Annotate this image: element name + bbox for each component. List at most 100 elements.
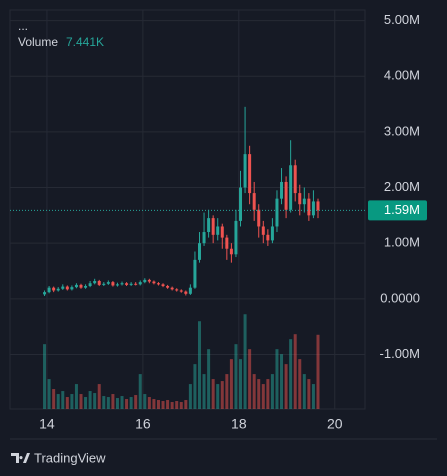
volume-bar: [284, 364, 288, 409]
volume-bar: [179, 402, 183, 409]
candle-body: [275, 198, 279, 227]
candle-body: [307, 198, 311, 216]
volume-bar: [161, 401, 165, 409]
brand-name: TradingView: [34, 450, 106, 465]
candle-body: [115, 284, 119, 286]
volume-bar: [134, 395, 138, 409]
candle-body: [243, 154, 247, 188]
candle-body: [311, 201, 315, 216]
volume-bar: [234, 344, 238, 409]
volume-bar: [129, 397, 133, 409]
volume-bar: [120, 396, 124, 409]
candle-body: [143, 279, 147, 283]
candle-body: [216, 226, 220, 235]
legend-menu[interactable]: ...: [18, 19, 28, 33]
volume-legend-name: Volume: [18, 35, 58, 49]
volume-legend-value: 7.441K: [66, 35, 104, 49]
y-tick-label: -1.00M: [380, 346, 420, 361]
volume-bar: [156, 400, 160, 409]
candle-body: [284, 181, 288, 210]
candle-body: [316, 201, 320, 211]
volume-bar: [93, 393, 97, 409]
candle-body: [88, 283, 92, 287]
candle-body: [147, 279, 151, 282]
candle-body: [134, 283, 138, 285]
x-tick-label: 14: [39, 416, 55, 432]
candle-body: [280, 181, 284, 199]
volume-bar: [97, 384, 101, 409]
y-tick-label: 0.0000: [380, 290, 420, 305]
candle-body: [261, 226, 265, 235]
candle-body: [197, 243, 201, 260]
last-price-box: [368, 200, 427, 221]
volume-bar: [220, 381, 224, 409]
volume-bar: [79, 394, 83, 409]
volume-bar: [275, 349, 279, 409]
volume-bar: [302, 374, 306, 409]
volume-bar: [184, 400, 188, 409]
volume-bar: [74, 384, 78, 409]
volume-bar: [125, 399, 129, 409]
volume-bar: [88, 391, 92, 409]
volume-bar: [248, 349, 252, 409]
candle-body: [179, 290, 183, 292]
volume-bar: [84, 397, 88, 409]
candle-body: [175, 289, 179, 291]
volume-bar: [202, 374, 206, 409]
volume-bar: [289, 339, 293, 409]
x-tick-label: 20: [327, 416, 343, 432]
volume-bar: [311, 384, 315, 409]
volume-bar: [307, 379, 311, 409]
candle-body: [79, 284, 83, 288]
candle-body: [152, 281, 156, 284]
volume-bar: [115, 398, 119, 409]
x-tick-label: 18: [231, 416, 247, 432]
candle-body: [225, 237, 229, 249]
candle-body: [293, 165, 297, 194]
y-tick-label: 4.00M: [384, 68, 420, 83]
volume-bar: [211, 379, 215, 409]
candle-body: [84, 286, 88, 288]
volume-bar: [197, 321, 201, 409]
candle-body: [270, 226, 274, 241]
volume-bar: [298, 359, 302, 409]
volume-bar: [43, 344, 47, 409]
volume-bar: [143, 394, 147, 409]
candle-body: [111, 282, 115, 286]
x-tick-label: 16: [135, 416, 151, 432]
volume-layer: [43, 314, 320, 409]
brand-logo[interactable]: TradingView: [11, 450, 106, 465]
volume-bar: [52, 389, 56, 409]
volume-bar: [61, 391, 65, 409]
volume-bar: [280, 354, 284, 409]
volume-bar: [207, 349, 211, 409]
candle-body: [161, 284, 165, 287]
candle-body: [65, 286, 69, 290]
last-price-label: 1.59M: [384, 202, 420, 217]
volume-bar: [175, 401, 179, 409]
y-tick-label: 2.00M: [384, 179, 420, 194]
volume-bar: [56, 394, 60, 409]
volume-bar: [170, 402, 174, 409]
candle-body: [156, 283, 160, 285]
candle-body: [202, 232, 206, 244]
candle-body: [47, 287, 51, 293]
candle-body: [106, 282, 110, 284]
volume-bar: [106, 397, 110, 409]
volume-bar: [252, 374, 256, 409]
candle-body: [102, 283, 106, 285]
candle-body: [129, 283, 133, 285]
volume-bar: [70, 394, 74, 409]
candle-layer: [43, 106, 320, 297]
volume-bar: [188, 384, 192, 409]
candle-body: [211, 218, 215, 235]
candle-body: [184, 291, 188, 294]
candle-body: [248, 154, 252, 194]
volume-bar: [239, 359, 243, 409]
candle-body: [193, 259, 197, 288]
candle-body: [52, 287, 56, 291]
candle-body: [289, 165, 293, 210]
volume-bar: [266, 379, 270, 409]
candle-body: [125, 283, 129, 285]
